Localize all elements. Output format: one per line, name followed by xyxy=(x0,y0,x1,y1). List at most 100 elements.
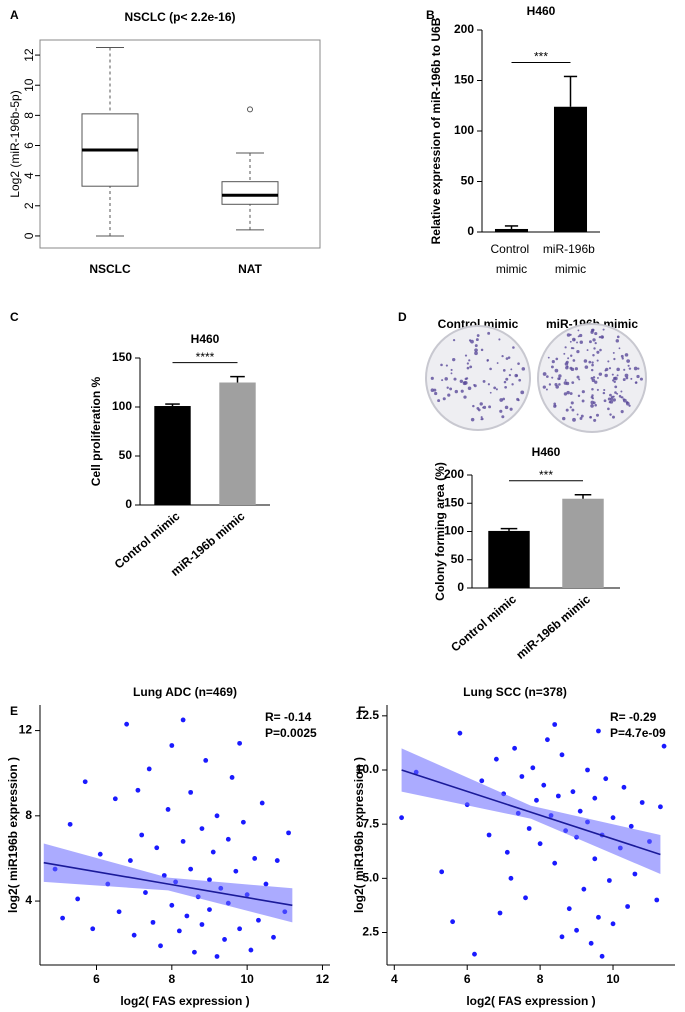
point xyxy=(240,819,246,825)
colony xyxy=(472,404,475,408)
point xyxy=(625,904,631,909)
colony xyxy=(463,380,468,385)
y-tick-label: 10.0 xyxy=(356,762,380,776)
point xyxy=(180,838,186,844)
colony xyxy=(608,367,612,370)
colony xyxy=(597,377,599,379)
point xyxy=(248,947,254,953)
point xyxy=(610,921,616,927)
panel-letter: A xyxy=(10,8,19,22)
point xyxy=(207,907,212,912)
colony xyxy=(594,403,597,407)
panel-letter: E xyxy=(10,704,18,718)
point xyxy=(559,752,565,758)
point xyxy=(610,815,616,821)
y-tick-label: 50 xyxy=(119,448,133,462)
y-tick-label: 5.0 xyxy=(362,871,379,885)
point xyxy=(537,841,543,847)
colony xyxy=(623,398,627,403)
point xyxy=(67,821,73,827)
point xyxy=(176,928,182,934)
colony xyxy=(460,389,464,393)
colony xyxy=(521,367,526,371)
colony xyxy=(452,358,456,362)
point xyxy=(286,830,291,836)
colony xyxy=(464,377,468,381)
box xyxy=(221,181,279,205)
colony xyxy=(589,340,592,344)
chart-title: Lung ADC (n=469) xyxy=(133,685,237,699)
colony xyxy=(599,348,602,352)
colony xyxy=(614,391,617,394)
colony xyxy=(579,340,583,344)
colony xyxy=(594,331,598,336)
outlier xyxy=(247,106,253,113)
significance: *** xyxy=(539,468,553,482)
point xyxy=(530,765,536,771)
y-tick-label: 6 xyxy=(22,142,36,149)
colony xyxy=(598,336,601,339)
colony xyxy=(576,375,580,379)
colony xyxy=(430,376,434,380)
bar xyxy=(562,498,604,588)
colony xyxy=(571,381,575,384)
colony xyxy=(626,359,631,363)
annotation: R= -0.14 xyxy=(265,710,312,724)
colony xyxy=(577,329,580,332)
colony xyxy=(489,391,492,394)
colony xyxy=(482,379,486,383)
fit-line xyxy=(43,861,293,907)
x-tick-label: Control mimic xyxy=(490,242,532,276)
colony xyxy=(605,367,609,371)
panel-letter: C xyxy=(10,310,19,324)
colony xyxy=(580,414,584,418)
colony xyxy=(482,406,484,409)
colony xyxy=(470,339,474,344)
point xyxy=(588,940,594,946)
colony xyxy=(480,348,484,352)
colony xyxy=(578,378,581,381)
point xyxy=(229,775,235,780)
point xyxy=(552,722,558,727)
colony xyxy=(611,373,614,376)
colony xyxy=(588,360,592,364)
point xyxy=(75,896,81,902)
colony xyxy=(608,400,611,404)
point xyxy=(479,778,485,784)
colony xyxy=(468,359,471,362)
colony xyxy=(558,383,561,386)
confidence-band xyxy=(401,748,661,874)
point xyxy=(621,784,627,790)
y-tick-label: 0 xyxy=(125,497,132,511)
colony xyxy=(569,392,573,396)
x-tick-label: 10 xyxy=(606,972,620,986)
colony xyxy=(613,376,618,381)
colony xyxy=(584,365,589,369)
colony xyxy=(502,397,506,401)
colony xyxy=(586,349,589,351)
x-tick-label: Control mimic xyxy=(112,509,183,572)
point xyxy=(199,922,205,927)
colony xyxy=(569,340,572,343)
chart-title: H460 xyxy=(527,4,556,18)
colony xyxy=(551,376,554,379)
colony xyxy=(577,394,581,398)
colony xyxy=(550,365,554,369)
point xyxy=(574,927,579,933)
point xyxy=(271,934,276,940)
point xyxy=(256,917,261,923)
point xyxy=(124,721,130,727)
colony xyxy=(623,368,626,371)
colony xyxy=(596,359,599,362)
colony xyxy=(505,357,509,360)
y-tick-label: 100 xyxy=(454,123,474,137)
colony xyxy=(504,385,507,389)
point xyxy=(188,866,194,872)
colony xyxy=(618,347,621,350)
point xyxy=(628,823,634,829)
point xyxy=(82,779,88,785)
colony xyxy=(627,364,630,367)
colony xyxy=(609,393,612,397)
colony xyxy=(437,399,441,403)
colony xyxy=(592,338,596,342)
